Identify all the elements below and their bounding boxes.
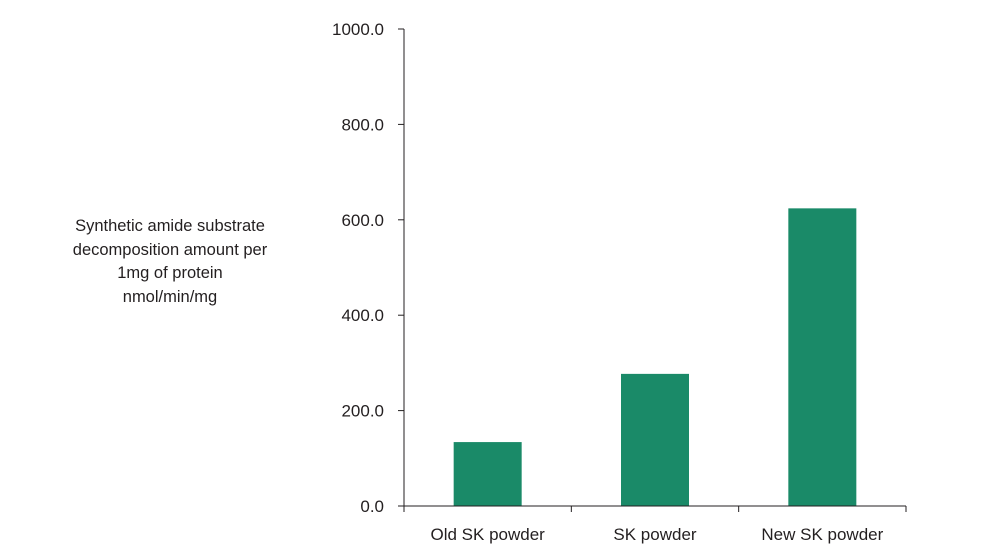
y-tick-label: 600.0	[341, 211, 384, 230]
y-axis-label-line: decomposition amount per	[72, 240, 268, 259]
y-tick-label: 0.0	[360, 497, 384, 516]
bar	[621, 373, 689, 506]
y-tick-label: 200.0	[341, 402, 384, 421]
y-tick-label: 1000.0	[332, 20, 384, 39]
axes-layer	[398, 28, 907, 512]
bar	[788, 208, 857, 507]
x-tick-label: Old SK powder	[430, 525, 545, 544]
y-axis-label-line: 1mg of protein	[117, 264, 223, 282]
bar	[453, 442, 522, 506]
x-tick-label: SK powder	[613, 525, 696, 544]
y-tick-label: 400.0	[341, 306, 384, 325]
bars-layer	[453, 208, 857, 507]
x-tick-label: New SK powder	[761, 525, 883, 544]
y-tick-label: 800.0	[341, 115, 384, 134]
y-axis-label: Synthetic amide substrate decomposition …	[40, 215, 300, 309]
y-axis-label-line: Synthetic amide substrate	[75, 217, 265, 235]
y-axis-label-line: nmol/min/mg	[122, 287, 218, 306]
labels-layer: 0.0 200.0 400.0 600.0 800.0 1000.0 Old SK powd…	[332, 20, 884, 544]
